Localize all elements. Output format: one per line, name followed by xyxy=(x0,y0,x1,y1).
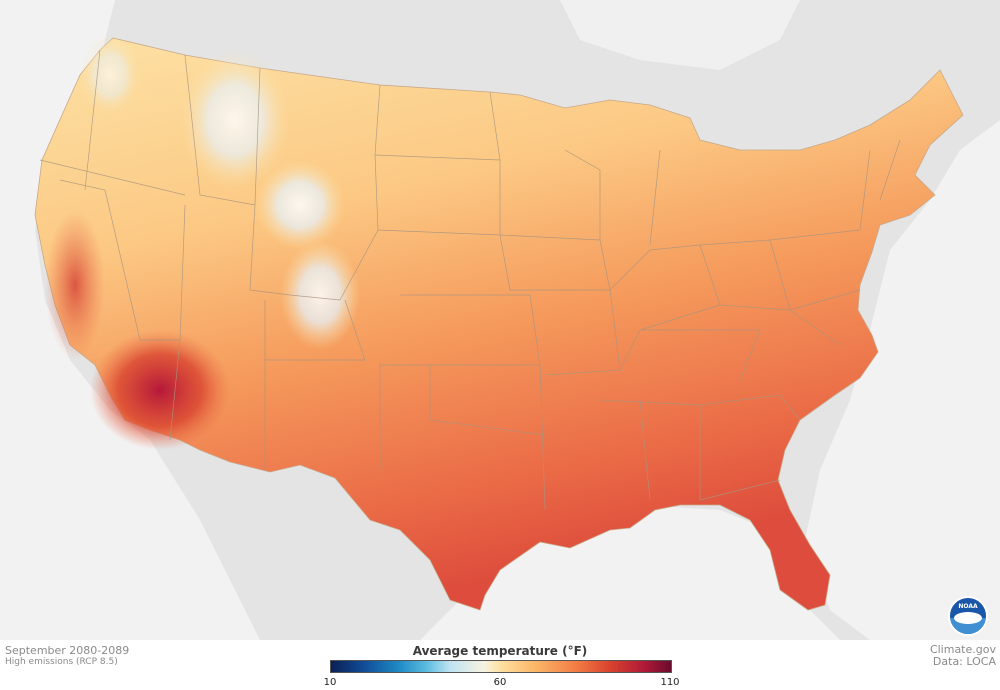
desert-southwest-heat xyxy=(90,330,230,450)
legend-tick-mid: 60 xyxy=(493,677,507,688)
central-valley-heat xyxy=(45,210,105,360)
data-source-label: Data: LOCA xyxy=(932,655,996,668)
gulf-of-mexico xyxy=(420,505,840,640)
emissions-scenario-label: High emissions (RCP 8.5) xyxy=(5,657,118,667)
noaa-logo-wave xyxy=(954,612,982,624)
time-period-label: September 2080-2089 xyxy=(5,644,130,657)
noaa-logo-text: NOAA xyxy=(958,603,978,610)
pacific-ocean xyxy=(0,0,260,640)
legend-tick-min: 10 xyxy=(323,677,337,688)
legend-color-bar xyxy=(330,660,672,673)
legend-tick-max: 110 xyxy=(660,677,680,688)
legend-title: Average temperature (°F) xyxy=(412,644,588,658)
map-footer: September 2080-2089 High emissions (RCP … xyxy=(0,640,1000,690)
map-canvas xyxy=(0,0,1000,640)
cold-zone-northern-rockies xyxy=(180,50,290,190)
hudson-bay-area xyxy=(560,0,800,70)
cold-zone-colorado xyxy=(280,240,360,350)
credit-label: Climate.gov xyxy=(929,643,996,656)
cold-zone-wyoming xyxy=(255,160,345,250)
state-boundaries xyxy=(39,49,901,511)
cold-zone-cascades xyxy=(80,35,140,115)
map-area xyxy=(0,0,1000,640)
atlantic-ocean xyxy=(805,120,1000,640)
noaa-logo: NOAA xyxy=(948,596,988,636)
